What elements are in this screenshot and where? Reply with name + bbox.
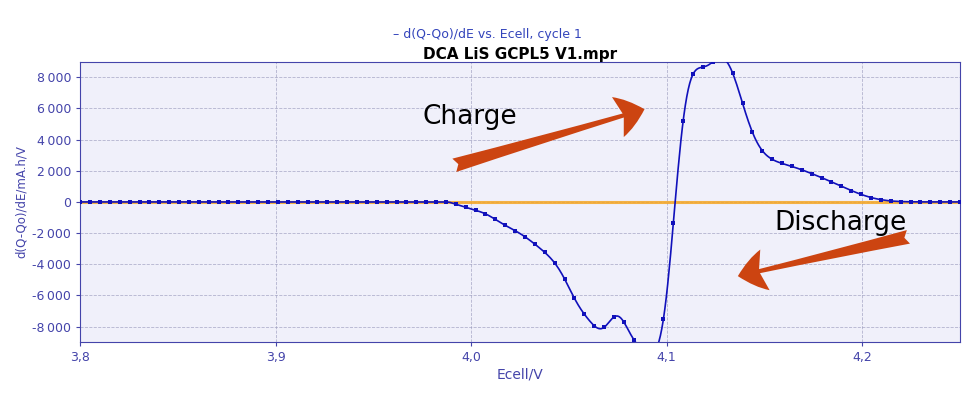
Text: Charge: Charge bbox=[422, 104, 517, 130]
Text: Discharge: Discharge bbox=[774, 210, 907, 236]
Title: DCA LiS GCPL5 V1.mpr: DCA LiS GCPL5 V1.mpr bbox=[423, 47, 617, 62]
Text: – d(Q-Qo)/dE vs. Ecell, cycle 1: – d(Q-Qo)/dE vs. Ecell, cycle 1 bbox=[393, 28, 582, 41]
Y-axis label: d(Q-Qo)/dE/mA.h/V: d(Q-Qo)/dE/mA.h/V bbox=[15, 145, 28, 258]
X-axis label: Ecell/V: Ecell/V bbox=[496, 367, 543, 381]
